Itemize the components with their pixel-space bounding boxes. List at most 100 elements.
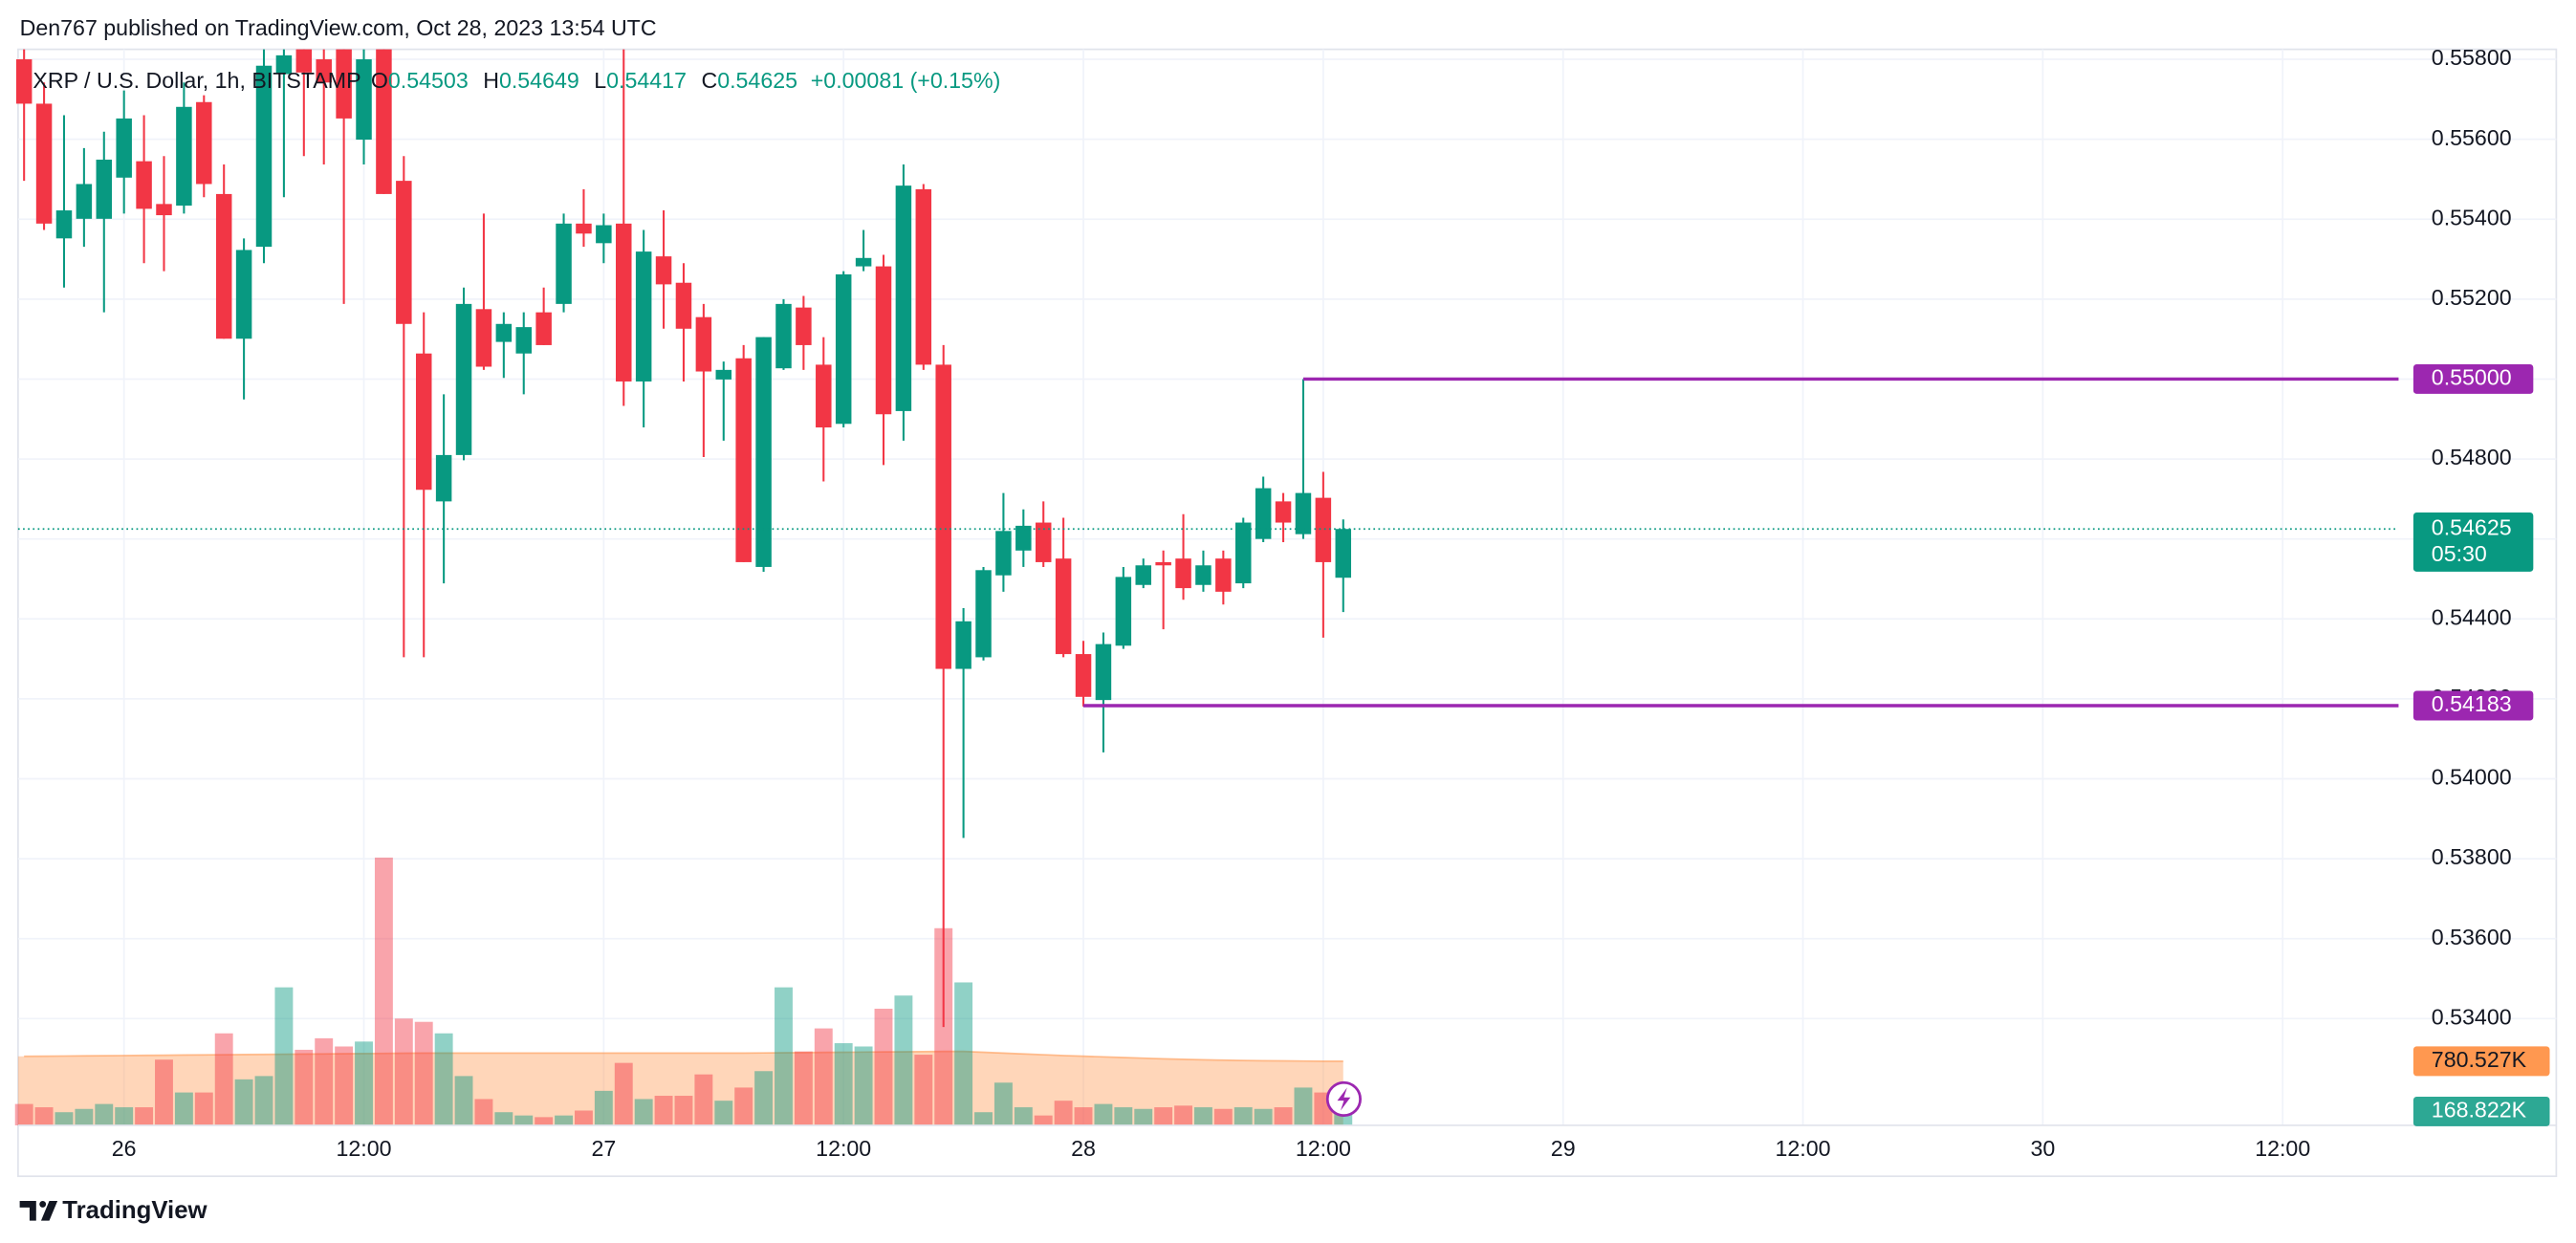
volume-bar <box>694 1074 713 1125</box>
volume-bar <box>494 1112 513 1125</box>
candle-body <box>1015 525 1032 551</box>
ohlc-value: 0.54649 <box>499 68 579 93</box>
volume-bar <box>1034 1115 1053 1125</box>
volume-bar <box>355 1041 373 1125</box>
ohlc-key: C <box>701 68 717 93</box>
x-tick-label: 29 <box>1551 1136 1576 1161</box>
volume-bar <box>115 1107 134 1125</box>
candle-body <box>616 223 632 382</box>
x-tick-label: 30 <box>2030 1136 2055 1161</box>
volume-bar <box>1114 1107 1133 1125</box>
candle-body <box>576 223 592 234</box>
volume-bar <box>214 1033 233 1125</box>
y-tick-label: 0.54400 <box>2432 604 2512 629</box>
volume-ma-line <box>24 1050 1343 1062</box>
volume-bar <box>374 857 393 1125</box>
candle-body <box>475 309 492 367</box>
x-tick-label: 12:00 <box>337 1136 392 1161</box>
candle-body <box>655 256 672 285</box>
brand-name: TradingView <box>62 1197 207 1224</box>
volume-bar <box>594 1090 613 1125</box>
volume-bar <box>1054 1101 1073 1125</box>
volume-bar <box>155 1059 173 1125</box>
candle-body <box>235 250 252 339</box>
level-label: 0.55000 <box>2432 365 2512 390</box>
volume-bar <box>814 1028 833 1125</box>
volume-bar <box>854 1046 873 1125</box>
candle-body <box>15 59 33 104</box>
volume-bar <box>1213 1108 1233 1125</box>
volume-bar <box>974 1112 993 1125</box>
candle-body <box>1195 565 1212 585</box>
volume-bar <box>55 1112 74 1125</box>
candle-body <box>855 257 872 267</box>
candle-body <box>1295 492 1312 534</box>
price-change: +0.00081 (+0.15%) <box>811 68 1001 93</box>
volume-bar <box>674 1096 693 1125</box>
candle-body <box>1275 501 1292 523</box>
volume-bar <box>914 1055 933 1125</box>
volume-bar <box>874 1008 893 1125</box>
candle-body <box>1115 577 1132 646</box>
volume-bar <box>1134 1108 1153 1125</box>
volume-bar <box>954 982 973 1125</box>
x-tick-label: 12:00 <box>1296 1136 1351 1161</box>
candle-body <box>796 307 812 345</box>
brand: TradingView <box>19 1197 208 1224</box>
candle-body <box>435 454 452 502</box>
volume-bar <box>555 1115 574 1125</box>
volume-bar <box>794 1051 813 1125</box>
candle-body <box>515 327 532 354</box>
last-price-label: 0.54625 <box>2432 514 2512 539</box>
x-tick-label: 12:00 <box>816 1136 871 1161</box>
candle-body <box>675 282 692 329</box>
volume-bar <box>95 1103 114 1125</box>
candle-body <box>935 364 951 669</box>
y-tick-label: 0.55800 <box>2432 45 2512 70</box>
candle-body <box>695 316 712 372</box>
volume-bar <box>454 1076 473 1125</box>
volume-bar <box>1193 1107 1212 1125</box>
y-tick-label: 0.55200 <box>2432 285 2512 310</box>
x-tick-label: 27 <box>591 1136 616 1161</box>
candle-body <box>535 312 552 345</box>
volume-bar <box>1174 1105 1192 1125</box>
legend: XRP / U.S. Dollar, 1h, BITSTAMP O0.54503 H… <box>33 68 1000 93</box>
volume-ma-label: 780.527K <box>2432 1047 2527 1072</box>
candle-body <box>1035 522 1052 562</box>
candle-body <box>176 106 192 207</box>
candle-body <box>715 369 732 380</box>
candle-body <box>55 210 73 239</box>
volume-bar <box>894 995 913 1125</box>
volume-bar <box>1074 1107 1093 1125</box>
candle-body <box>596 225 612 244</box>
level-label: 0.54183 <box>2432 691 2512 716</box>
candle-body <box>1255 488 1272 539</box>
candle-body <box>255 65 273 248</box>
volume-ma-box <box>2412 1046 2550 1077</box>
volume-bar <box>1254 1108 1273 1125</box>
volume-bar <box>834 1043 853 1125</box>
volume-bar <box>135 1107 154 1125</box>
volume-bar <box>335 1046 354 1125</box>
volume-bar <box>714 1101 733 1125</box>
countdown-label: 05:30 <box>2432 541 2487 566</box>
candle-body <box>1315 497 1332 562</box>
candle-body <box>955 621 971 669</box>
candle-body <box>1135 565 1151 585</box>
y-tick-label: 0.54000 <box>2432 765 2512 790</box>
candle-body <box>1055 558 1072 655</box>
candle-body <box>136 161 152 209</box>
candle-body <box>96 159 113 219</box>
candle-body <box>356 59 372 141</box>
candle-body <box>775 303 792 369</box>
x-tick-label: 12:00 <box>1776 1136 1831 1161</box>
candle-body <box>156 204 172 216</box>
y-tick-label: 0.54800 <box>2432 445 2512 469</box>
y-tick-label: 0.53400 <box>2432 1004 2512 1029</box>
last-price-box <box>2412 512 2534 572</box>
volume-bar <box>234 1079 253 1125</box>
volume-bar <box>993 1082 1013 1125</box>
candle-body <box>735 358 752 562</box>
